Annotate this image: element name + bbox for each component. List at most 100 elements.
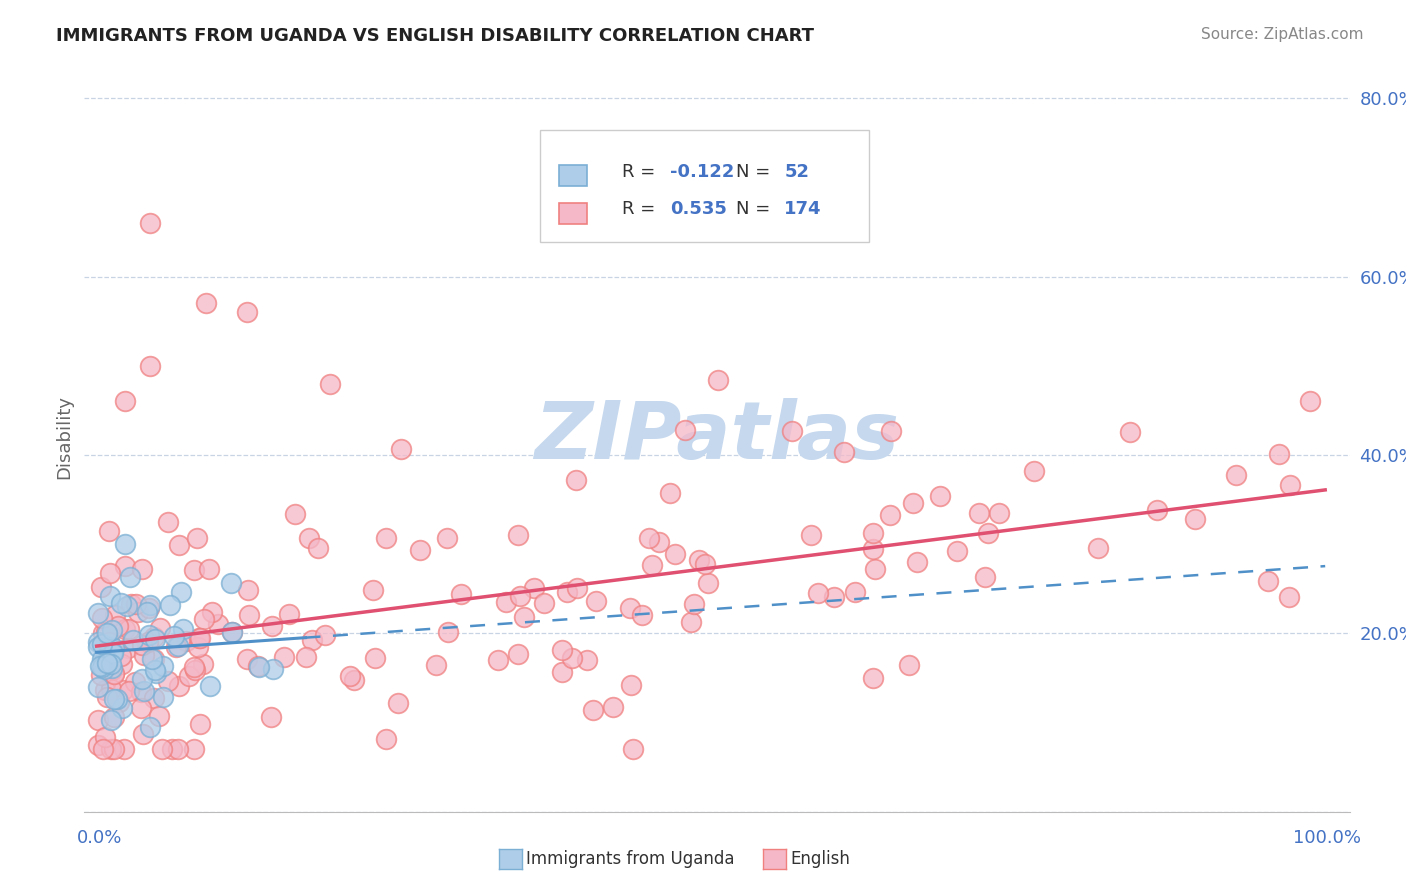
Point [387,696,409,710]
Point [658,486,681,500]
Point [127,605,149,619]
Point [179,668,201,682]
Point [1184,512,1206,526]
Point [262,662,284,676]
Point [100,742,122,756]
Point [364,650,387,665]
Point [136,634,159,648]
Point [107,619,129,633]
Point [273,650,295,665]
Point [673,424,696,438]
Point [262,619,284,633]
Point [129,701,152,715]
Point [219,575,242,590]
Point [87,739,110,753]
Point [800,528,823,542]
Point [100,624,122,638]
Point [706,373,728,387]
Point [425,657,447,672]
Point [163,629,186,643]
Point [165,640,187,654]
Point [103,691,125,706]
Point [131,673,153,687]
Point [823,590,845,604]
Point [183,663,205,677]
Point [436,531,458,545]
FancyBboxPatch shape [560,165,588,186]
Point [152,659,174,673]
Point [188,717,211,731]
Point [865,561,887,575]
Point [139,216,162,230]
Point [929,489,952,503]
Point [170,585,193,599]
Point [862,671,884,685]
Point [318,376,340,391]
Text: 100.0%: 100.0% [1294,829,1361,847]
Point [111,657,134,672]
Point [131,562,153,576]
Point [1225,468,1247,483]
Point [647,534,669,549]
Point [506,647,529,661]
Point [236,652,259,666]
Point [198,562,221,576]
Point [557,585,579,599]
Point [141,652,163,666]
Point [87,606,110,620]
Point [976,526,998,541]
Point [159,599,181,613]
Point [1257,574,1279,588]
Point [862,541,884,556]
Text: N =: N = [737,201,776,219]
Text: 0.535: 0.535 [671,201,727,219]
Point [862,525,884,540]
Point [101,646,124,660]
Point [641,558,664,573]
Point [110,596,132,610]
Point [278,607,301,622]
Text: ZIPatlas: ZIPatlas [534,398,900,476]
Point [495,595,517,609]
Point [967,506,990,520]
Point [513,609,536,624]
Point [295,649,318,664]
Point [623,742,645,756]
Point [97,635,120,649]
Point [167,538,190,552]
Point [87,635,110,649]
Point [138,359,160,373]
Point [150,742,173,756]
Point [1087,541,1109,555]
Point [880,424,903,438]
Point [90,668,112,682]
Point [565,581,588,595]
Point [91,659,114,673]
Point [132,727,155,741]
Point [107,695,129,709]
Point [125,597,148,611]
Point [631,608,654,623]
Point [103,710,125,724]
Point [619,601,641,615]
Point [134,684,156,698]
Point [117,622,139,636]
Point [120,597,142,611]
Point [167,679,190,693]
Point [138,599,160,613]
Point [688,553,710,567]
Point [174,633,197,648]
Point [533,597,555,611]
Point [157,673,180,688]
Point [138,628,160,642]
Point [136,605,159,619]
FancyBboxPatch shape [560,202,588,224]
Point [834,445,856,459]
Point [339,669,361,683]
Point [551,643,574,657]
Point [343,673,366,688]
Point [152,690,174,704]
Point [96,656,118,670]
Point [100,657,122,671]
Point [901,496,924,510]
